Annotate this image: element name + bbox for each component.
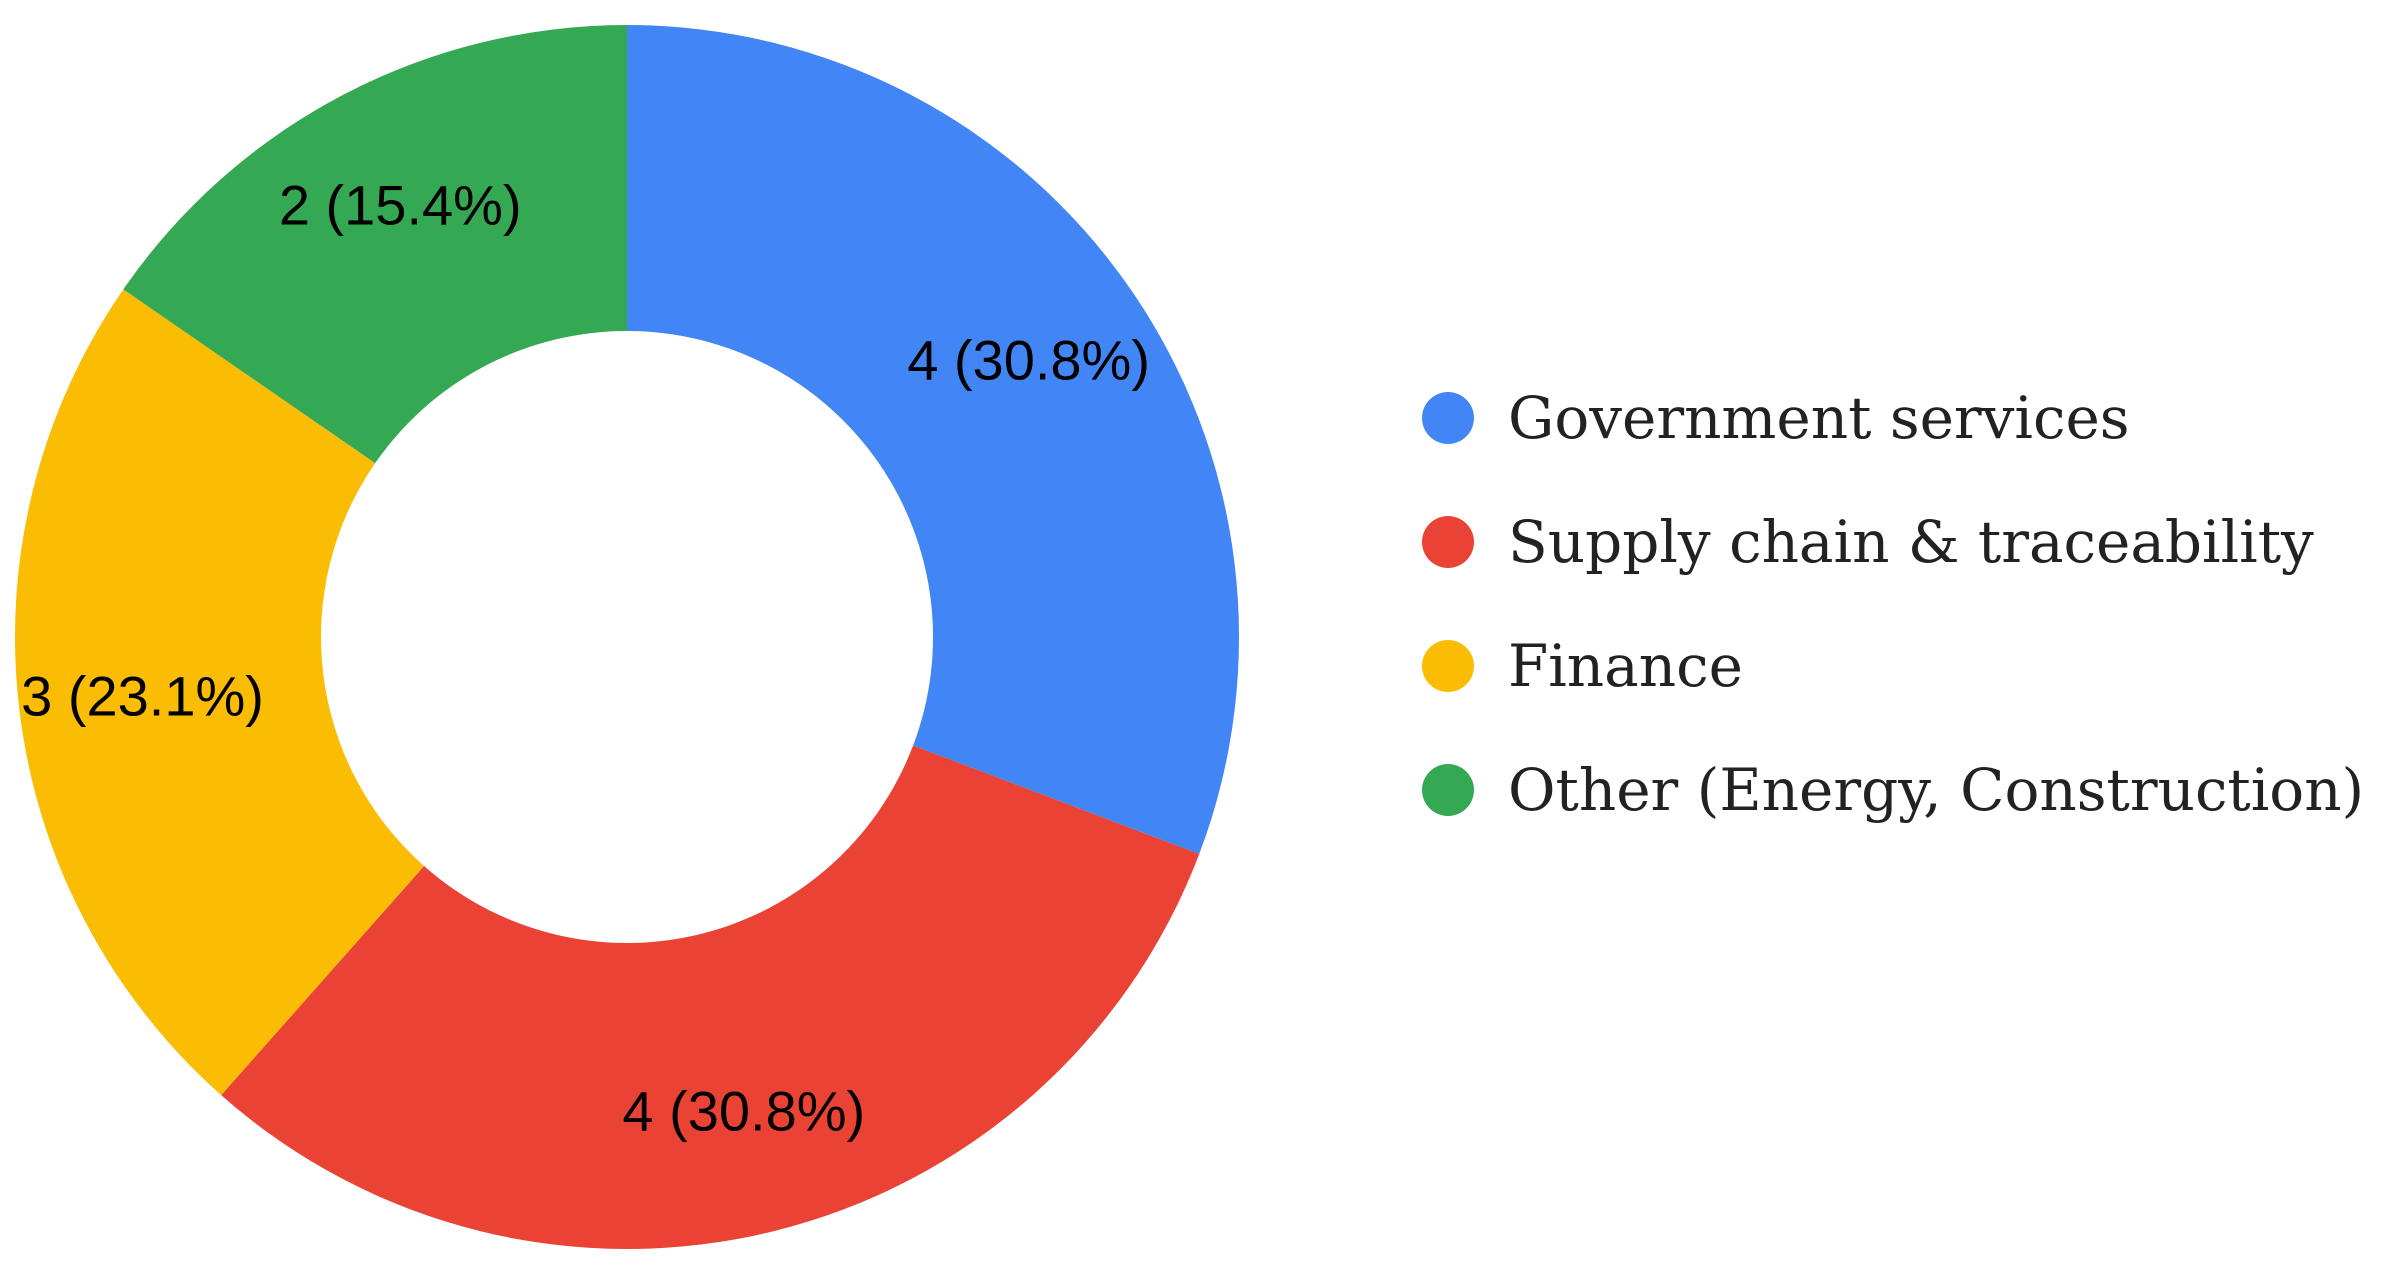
legend-swatch-4 [1422, 764, 1474, 816]
legend-label-3: Finance [1508, 632, 1743, 700]
legend-swatch-1 [1422, 392, 1474, 444]
donut-slice-1 [627, 25, 1239, 855]
slice-data-label-3: 3 (23.1%) [21, 664, 264, 727]
slice-data-label-1: 4 (30.8%) [907, 328, 1150, 391]
legend-label-2: Supply chain & traceability [1508, 508, 2314, 576]
donut-slice-3 [14, 289, 425, 1096]
donut-slice-2 [221, 745, 1200, 1249]
chart-legend: Government services Supply chain & tracea… [1422, 384, 2364, 824]
donut-slice-labels: 4 (30.8%) 4 (30.8%) 3 (23.1%) 2 (15.4%) [21, 173, 1150, 1142]
legend-swatch-3 [1422, 640, 1474, 692]
slice-data-label-4: 2 (15.4%) [279, 173, 522, 236]
legend-label-4: Other (Energy, Construction) [1508, 756, 2364, 824]
legend-swatch-2 [1422, 516, 1474, 568]
legend-label-1: Government services [1508, 384, 2130, 452]
slice-data-label-2: 4 (30.8%) [622, 1079, 865, 1142]
donut-slice-4 [123, 25, 628, 464]
donut-slices [14, 25, 1239, 1249]
